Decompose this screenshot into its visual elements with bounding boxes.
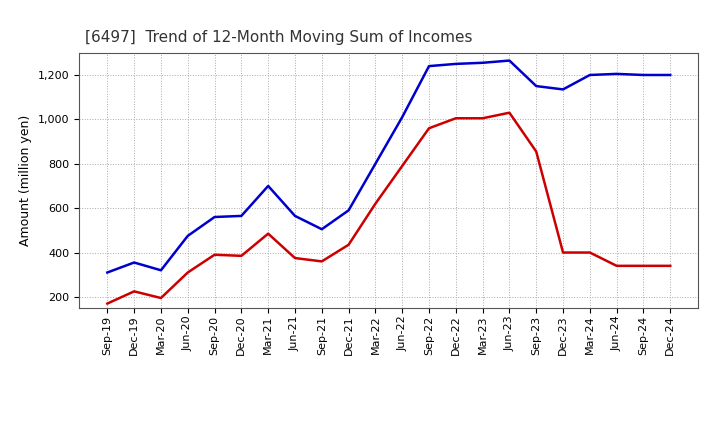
Ordinary Income <box>291 213 300 219</box>
Ordinary Income <box>505 58 514 63</box>
Net Income <box>184 270 192 275</box>
Ordinary Income <box>451 61 460 66</box>
Y-axis label: Amount (million yen): Amount (million yen) <box>19 115 32 246</box>
Ordinary Income <box>559 87 567 92</box>
Ordinary Income <box>478 60 487 66</box>
Net Income <box>210 252 219 257</box>
Net Income <box>103 301 112 306</box>
Ordinary Income <box>318 227 326 232</box>
Ordinary Income <box>612 71 621 77</box>
Net Income <box>559 250 567 255</box>
Ordinary Income <box>344 208 353 213</box>
Net Income <box>505 110 514 115</box>
Net Income <box>318 259 326 264</box>
Ordinary Income <box>398 114 407 120</box>
Net Income <box>264 231 272 236</box>
Ordinary Income <box>639 72 648 77</box>
Ordinary Income <box>371 161 379 166</box>
Net Income <box>478 116 487 121</box>
Net Income <box>666 263 675 268</box>
Net Income <box>425 125 433 131</box>
Ordinary Income <box>130 260 138 265</box>
Ordinary Income <box>666 72 675 77</box>
Ordinary Income <box>237 213 246 219</box>
Line: Ordinary Income: Ordinary Income <box>107 61 670 272</box>
Net Income <box>612 263 621 268</box>
Net Income <box>291 256 300 261</box>
Net Income <box>585 250 594 255</box>
Ordinary Income <box>103 270 112 275</box>
Net Income <box>451 116 460 121</box>
Ordinary Income <box>210 214 219 220</box>
Net Income <box>532 149 541 154</box>
Ordinary Income <box>184 233 192 238</box>
Ordinary Income <box>264 183 272 189</box>
Net Income <box>344 242 353 247</box>
Net Income <box>130 289 138 294</box>
Ordinary Income <box>532 84 541 89</box>
Line: Net Income: Net Income <box>107 113 670 304</box>
Net Income <box>398 163 407 169</box>
Ordinary Income <box>585 72 594 77</box>
Net Income <box>371 201 379 206</box>
Ordinary Income <box>425 63 433 69</box>
Net Income <box>639 263 648 268</box>
Net Income <box>237 253 246 258</box>
Net Income <box>157 295 166 301</box>
Text: [6497]  Trend of 12-Month Moving Sum of Incomes: [6497] Trend of 12-Month Moving Sum of I… <box>86 29 473 45</box>
Ordinary Income <box>157 268 166 273</box>
